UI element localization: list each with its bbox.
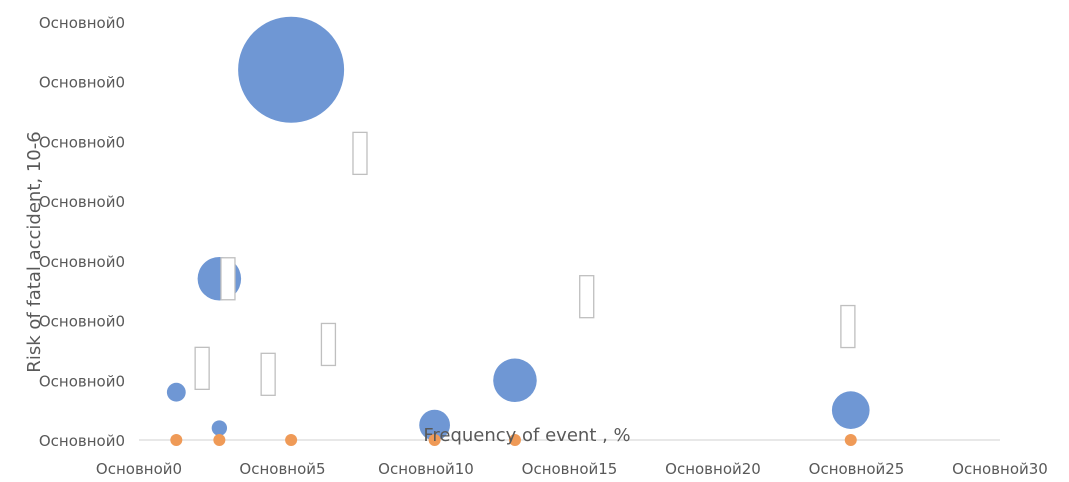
x-tick-label: Основной30 bbox=[952, 460, 1048, 478]
baseline-point bbox=[285, 434, 298, 446]
missing-glyph-label bbox=[352, 131, 368, 176]
bubble-point bbox=[493, 358, 537, 403]
bubble-point bbox=[419, 409, 450, 441]
missing-glyph-label bbox=[840, 304, 856, 349]
y-tick-label: Основной0 bbox=[39, 432, 125, 450]
missing-glyph-label bbox=[579, 275, 595, 319]
y-tick-label: Основной0 bbox=[39, 133, 125, 151]
y-tick-label: Основной0 bbox=[39, 74, 125, 92]
missing-glyph-label bbox=[260, 352, 276, 396]
x-tick-label: Основной5 bbox=[239, 460, 325, 478]
label-placeholder-layer bbox=[194, 131, 856, 396]
bubble-point bbox=[831, 391, 870, 429]
x-axis-title: Frequency of event , % bbox=[423, 425, 630, 446]
baseline-point bbox=[508, 434, 521, 446]
x-tick-label: Основной20 bbox=[665, 460, 761, 478]
baseline-point bbox=[428, 434, 441, 446]
baseline-point bbox=[213, 434, 226, 446]
y-tick-label: Основной0 bbox=[39, 313, 125, 331]
y-axis-tick-labels: Основной0 Основной0 Основной0 Основной0 Осно… bbox=[39, 14, 125, 450]
bubble-point bbox=[166, 382, 186, 402]
missing-glyph-label bbox=[220, 257, 236, 301]
missing-glyph-label bbox=[320, 322, 337, 367]
y-tick-label: Основной0 bbox=[39, 253, 125, 271]
y-tick-label: Основной0 bbox=[39, 14, 125, 32]
baseline-point bbox=[844, 434, 857, 446]
x-tick-label: Основной15 bbox=[522, 460, 618, 478]
x-tick-label: Основной25 bbox=[809, 460, 905, 478]
baseline-point bbox=[170, 434, 183, 446]
bubble-layer bbox=[166, 16, 870, 446]
y-tick-label: Основной0 bbox=[39, 372, 125, 390]
missing-glyph-label bbox=[194, 346, 210, 390]
x-tick-label: Основной0 bbox=[96, 460, 182, 478]
x-tick-label: Основной10 bbox=[378, 460, 474, 478]
y-axis-title: Risk of fatal accident, 10-6 bbox=[24, 131, 45, 372]
x-axis-tick-labels: Основной0 Основной5 Основной10 Основной15 Ос… bbox=[96, 460, 1048, 478]
bubble-point bbox=[211, 420, 228, 436]
y-tick-label: Основной0 bbox=[39, 193, 125, 211]
bubble-point bbox=[238, 16, 345, 123]
